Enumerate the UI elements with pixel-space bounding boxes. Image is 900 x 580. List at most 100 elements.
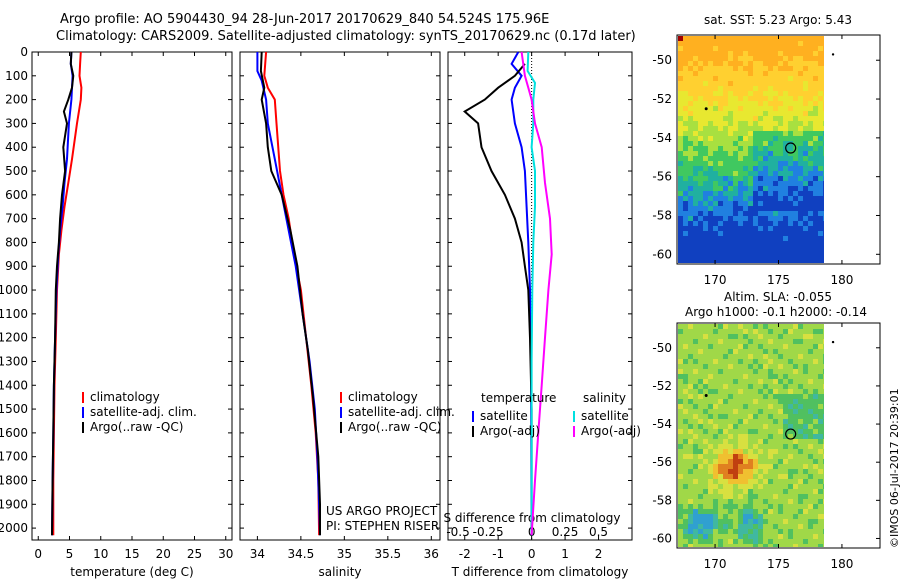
map-cell xyxy=(798,186,803,191)
map-cell xyxy=(708,111,713,116)
map-cell xyxy=(768,51,773,56)
map-cell xyxy=(783,329,788,334)
map-cell xyxy=(813,256,818,261)
map-cell xyxy=(678,529,683,534)
map-cell xyxy=(808,479,813,484)
map-cell xyxy=(788,66,793,71)
map-cell xyxy=(693,236,698,241)
map-cell xyxy=(753,156,758,161)
map-cell xyxy=(688,56,693,61)
map-cell xyxy=(678,101,683,106)
map-cell xyxy=(753,186,758,191)
map-cell xyxy=(728,339,733,344)
map-cell xyxy=(773,46,778,51)
map-cell xyxy=(738,389,743,394)
map-cell xyxy=(818,414,823,419)
map-cell xyxy=(738,434,743,439)
map-cell xyxy=(713,86,718,91)
map-cell xyxy=(713,454,718,459)
map-cell xyxy=(718,384,723,389)
map-cell xyxy=(778,514,783,519)
map-cell xyxy=(748,524,753,529)
map-cell xyxy=(763,226,768,231)
map-cell xyxy=(688,399,693,404)
map-cell xyxy=(733,61,738,66)
map-cell xyxy=(763,36,768,41)
map-cell xyxy=(698,449,703,454)
map-cell xyxy=(738,101,743,106)
map-cell xyxy=(808,186,813,191)
x-tick-label-sal: 34 xyxy=(250,547,265,561)
map-cell xyxy=(698,236,703,241)
map-cell xyxy=(778,226,783,231)
map-cell xyxy=(793,51,798,56)
map-cell xyxy=(708,201,713,206)
map-cell xyxy=(803,324,808,329)
map-cell xyxy=(813,519,818,524)
map-cell xyxy=(678,444,683,449)
map-cell xyxy=(703,469,708,474)
map-cell xyxy=(768,36,773,41)
map-cell xyxy=(728,241,733,246)
map-cell xyxy=(778,389,783,394)
map-cell xyxy=(818,41,823,46)
map-cell xyxy=(753,131,758,136)
map-cell xyxy=(783,324,788,329)
map-cell xyxy=(803,251,808,256)
map-cell xyxy=(778,246,783,251)
map-cell xyxy=(718,539,723,544)
map-cell xyxy=(703,241,708,246)
map-cell xyxy=(683,201,688,206)
map-cell xyxy=(748,251,753,256)
map-cell xyxy=(798,449,803,454)
map-cell xyxy=(703,161,708,166)
y-tick-label: 800 xyxy=(5,235,28,249)
map-cell xyxy=(688,329,693,334)
map-cell xyxy=(688,514,693,519)
map-cell xyxy=(728,364,733,369)
x-tick-label-diff: -1 xyxy=(492,547,504,561)
map-cell xyxy=(723,399,728,404)
map-cell xyxy=(703,524,708,529)
map-cell xyxy=(798,171,803,176)
map-cell xyxy=(818,61,823,66)
map-cell xyxy=(738,106,743,111)
map-cell xyxy=(688,126,693,131)
map-cell xyxy=(693,231,698,236)
map-cell xyxy=(753,404,758,409)
map-cell xyxy=(738,56,743,61)
map-cell xyxy=(758,474,763,479)
map-cell xyxy=(778,474,783,479)
map-cell xyxy=(678,384,683,389)
map-cell xyxy=(748,479,753,484)
map-cell xyxy=(708,464,713,469)
map-cell xyxy=(743,141,748,146)
map-cell xyxy=(683,261,688,263)
map-cell xyxy=(803,524,808,529)
map-cell xyxy=(723,81,728,86)
map-cell xyxy=(743,46,748,51)
map-cell xyxy=(738,141,743,146)
map-cell xyxy=(768,439,773,444)
map-cell xyxy=(713,61,718,66)
map-cell xyxy=(693,256,698,261)
map-cell xyxy=(778,454,783,459)
map-cell xyxy=(753,246,758,251)
map-cell xyxy=(773,524,778,529)
map-cell xyxy=(768,196,773,201)
map-cell xyxy=(718,374,723,379)
map-cell xyxy=(683,384,688,389)
map-cell xyxy=(683,101,688,106)
map-cell xyxy=(733,529,738,534)
map-cell xyxy=(803,151,808,156)
map-cell xyxy=(738,151,743,156)
map-cell xyxy=(788,519,793,524)
map-cell xyxy=(763,469,768,474)
map-cell xyxy=(678,364,683,369)
map-cell xyxy=(723,66,728,71)
plot-frame-sal xyxy=(239,51,441,541)
map-cell xyxy=(788,171,793,176)
map-cell xyxy=(688,46,693,51)
map-cell xyxy=(738,156,743,161)
map-cell xyxy=(793,509,798,514)
